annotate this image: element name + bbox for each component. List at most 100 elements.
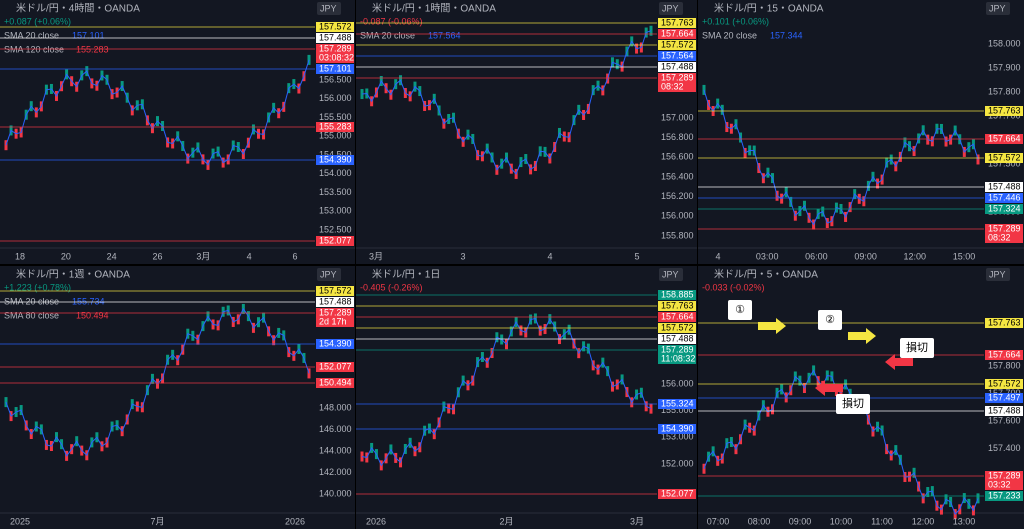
currency-button bbox=[986, 268, 1010, 281]
price-tag-text: 158.885 bbox=[661, 289, 694, 299]
y-axis-label: 155.000 bbox=[319, 131, 352, 141]
indicator-value: 157.344 bbox=[770, 30, 803, 40]
price-change: +0.101 (+0.06%) bbox=[702, 16, 769, 26]
price-tag-text: 157.497 bbox=[988, 392, 1021, 402]
price-tag-text: 157.289 bbox=[988, 470, 1021, 480]
price-tag bbox=[658, 345, 696, 364]
price-tag bbox=[985, 204, 1023, 214]
price-change: -0.405 (-0.26%) bbox=[360, 282, 423, 292]
price-tag-sub: 11:08:32 bbox=[661, 353, 695, 363]
price-tag bbox=[985, 406, 1023, 416]
price-tag bbox=[985, 224, 1023, 243]
price-tag bbox=[658, 40, 696, 50]
price-tag-text: 150.494 bbox=[319, 377, 352, 387]
price-tag bbox=[985, 134, 1023, 144]
indicator-value: 150.494 bbox=[76, 310, 109, 320]
panel-title: 米ドル/円・4時間・OANDA bbox=[16, 2, 140, 15]
annotation-box bbox=[728, 300, 752, 320]
price-tag bbox=[985, 106, 1023, 116]
currency: JPY bbox=[320, 3, 337, 13]
price-tag bbox=[658, 312, 696, 322]
chart-panel[interactable]: 米ドル/円・1週・OANDA+1.223 (+0.78%) SMA 20 clos… bbox=[0, 266, 355, 529]
panel-title: 米ドル/円・1日 bbox=[372, 268, 440, 281]
price-tag bbox=[985, 393, 1023, 403]
annotation: ② bbox=[825, 314, 835, 326]
price-tag-text: 157.564 bbox=[661, 50, 694, 60]
y-axis-label: 158.000 bbox=[988, 38, 1021, 48]
y-axis-label: 156.600 bbox=[661, 152, 694, 162]
x-axis-label: 4 bbox=[247, 251, 252, 261]
price-tag-text: 157.289 bbox=[319, 307, 352, 317]
y-axis-label: 153.500 bbox=[319, 187, 352, 197]
x-axis-label: 11:00 bbox=[871, 516, 893, 526]
price-tag-text: 157.101 bbox=[319, 63, 352, 73]
price-tag-text: 154.390 bbox=[661, 423, 694, 433]
price-tag bbox=[316, 297, 354, 307]
y-axis-label: 157.400 bbox=[988, 443, 1021, 453]
x-axis-label: 7月 bbox=[150, 516, 164, 526]
x-axis-label: 4 bbox=[715, 251, 720, 261]
price-tag bbox=[658, 489, 696, 499]
x-axis-label: 03:00 bbox=[756, 251, 779, 261]
sma-line bbox=[361, 30, 652, 175]
chart-panel[interactable]: 米ドル/円・1日-0.405 (-0.26%) JPY 156.000 155.000… bbox=[356, 266, 697, 529]
candle bbox=[307, 54, 311, 65]
x-axis-label: 12:00 bbox=[904, 251, 927, 261]
price-tag bbox=[985, 491, 1023, 501]
price-tag-text: 157.488 bbox=[661, 333, 694, 343]
indicator-value: 157.564 bbox=[428, 30, 461, 40]
panel-title: 米ドル/円・1週・OANDA bbox=[16, 268, 130, 281]
price-tag-text: 154.390 bbox=[319, 338, 352, 348]
candle bbox=[649, 403, 653, 414]
chart-panel[interactable]: 米ドル/円・1時間・OANDA-0.087 (-0.06%) SMA 20 clo… bbox=[356, 0, 697, 264]
x-axis-label: 15:00 bbox=[953, 251, 976, 261]
y-axis-label: 156.200 bbox=[661, 191, 694, 201]
currency: JPY bbox=[662, 3, 679, 13]
price-tag-text: 157.324 bbox=[988, 203, 1021, 213]
panel-title: 米ドル/円・5・OANDA bbox=[714, 268, 818, 281]
currency: JPY bbox=[989, 269, 1006, 279]
price-tag bbox=[658, 424, 696, 434]
price-tag bbox=[985, 471, 1023, 490]
price-tag bbox=[985, 318, 1023, 328]
x-axis-label: 06:00 bbox=[805, 251, 828, 261]
y-axis-label: 155.500 bbox=[319, 112, 352, 122]
price-tag bbox=[658, 73, 696, 92]
price-tag bbox=[316, 22, 354, 32]
price-tag bbox=[316, 286, 354, 296]
x-axis-label: 3月 bbox=[196, 251, 210, 261]
price-tag-text: 157.763 bbox=[661, 17, 694, 27]
chart-panel[interactable]: 米ドル/円・15・OANDA+0.101 (+0.06%) SMA 20 clos… bbox=[698, 0, 1024, 264]
x-axis-label: 09:00 bbox=[789, 516, 812, 526]
candle bbox=[307, 368, 311, 379]
price-tag bbox=[658, 290, 696, 300]
price-tag-text: 157.289 bbox=[988, 223, 1021, 233]
price-tag-text: 155.324 bbox=[661, 398, 694, 408]
y-axis-label: 156.000 bbox=[661, 378, 694, 388]
chart-panel[interactable]: 米ドル/円・4時間・OANDA+0.087 (+0.06%) SMA 20 clo… bbox=[0, 0, 355, 264]
price-tag bbox=[316, 122, 354, 132]
price-change: -0.033 (-0.02%) bbox=[702, 282, 765, 292]
price-tag bbox=[316, 64, 354, 74]
x-axis-label: 24 bbox=[107, 251, 117, 261]
price-tag bbox=[658, 399, 696, 409]
y-axis-label: 144.000 bbox=[319, 445, 352, 455]
price-tag bbox=[316, 378, 354, 388]
price-tag-text: 157.572 bbox=[319, 21, 352, 31]
arrow bbox=[815, 380, 843, 396]
price-tag bbox=[316, 308, 354, 327]
chart-panel[interactable]: 米ドル/円・5・OANDA-0.033 (-0.02%)JPY157.80015… bbox=[698, 266, 1024, 529]
price-tag-text: 157.572 bbox=[988, 152, 1021, 162]
price-tag-text: 152.077 bbox=[319, 361, 352, 371]
price-tag-text: 157.572 bbox=[661, 39, 694, 49]
x-axis-label: 5 bbox=[634, 251, 639, 261]
price-tag bbox=[658, 323, 696, 333]
x-axis-label: 20 bbox=[61, 251, 71, 261]
x-axis-label: 3月 bbox=[630, 516, 644, 526]
annotation: ① bbox=[735, 304, 745, 316]
annotation: 損切 bbox=[842, 396, 864, 410]
price-tag bbox=[316, 236, 354, 246]
x-axis-label: 09:00 bbox=[854, 251, 877, 261]
price-tag-text: 157.233 bbox=[988, 490, 1021, 500]
y-axis-label: 157.900 bbox=[988, 62, 1021, 72]
